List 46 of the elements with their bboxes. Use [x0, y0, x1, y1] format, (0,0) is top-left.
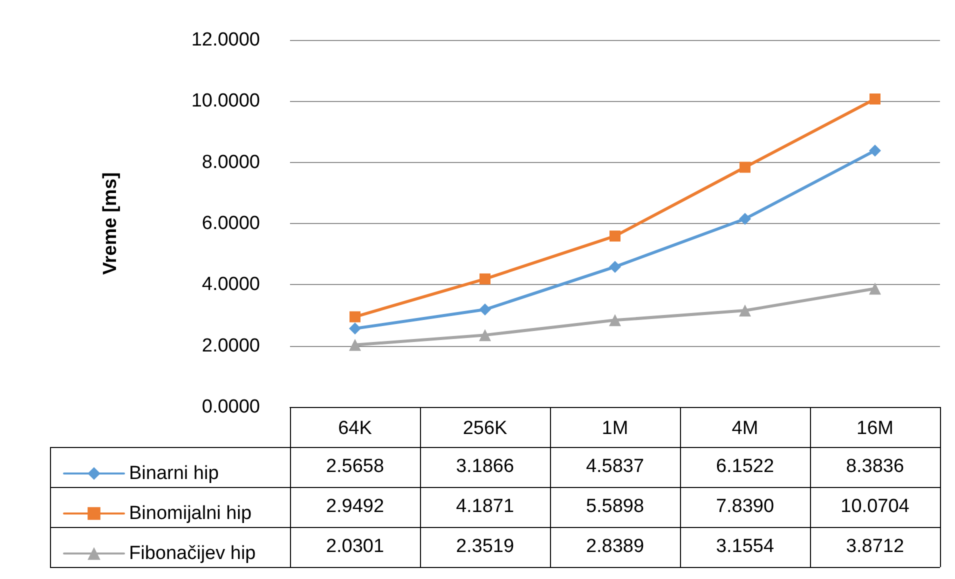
y-axis-title: Vreme [ms] — [100, 172, 121, 275]
point — [610, 230, 620, 242]
data-label: 4.5837 — [584, 455, 646, 479]
point — [349, 338, 361, 351]
data-label: 2.9492 — [324, 495, 386, 519]
data-label: 6.1522 — [714, 455, 776, 479]
x-tick-label: 64K — [338, 418, 372, 439]
point — [349, 322, 361, 335]
data-label: 2.3519 — [454, 535, 516, 559]
x-tick-label: 1M — [602, 418, 628, 439]
data-label: 8.3836 — [844, 455, 906, 479]
x-tick-label: 256K — [462, 418, 508, 439]
point — [739, 304, 751, 316]
point — [739, 212, 751, 225]
point — [350, 311, 360, 322]
data-label: 3.8712 — [844, 535, 906, 559]
y-tick-label: 0.0000 — [202, 396, 260, 418]
point — [869, 282, 881, 295]
point — [479, 304, 491, 316]
y-tick-label: 8.0000 — [202, 152, 260, 173]
data-label: 7.8390 — [714, 495, 776, 519]
y-tick-label: 6.0000 — [202, 213, 260, 234]
point — [480, 273, 490, 284]
data-label: 2.5658 — [324, 455, 386, 479]
y-tick-label: 12.0000 — [191, 30, 260, 50]
y-tick-label: 4.0000 — [202, 274, 260, 296]
x-tick-label: 16M — [856, 418, 894, 439]
point — [479, 329, 491, 342]
data-label: 2.8389 — [584, 535, 646, 559]
legend-label: Binarni hip — [129, 463, 219, 484]
data-label: 5.5898 — [584, 495, 646, 519]
data-label: 10.0704 — [840, 495, 910, 519]
data-label: 2.0301 — [324, 535, 386, 559]
point — [870, 94, 880, 105]
point — [609, 314, 621, 326]
point — [740, 162, 750, 173]
data-label: 3.1866 — [454, 455, 516, 479]
legend-label: Fibonačijev hip — [129, 543, 256, 564]
data-label: 3.1554 — [714, 535, 776, 559]
y-tick-label: 2.0000 — [202, 335, 260, 356]
y-tick-label: 10.0000 — [191, 90, 260, 112]
data-label: 4.1871 — [454, 495, 516, 519]
legend-label: Binomijalni hip — [129, 503, 252, 524]
point — [869, 144, 881, 157]
point — [609, 260, 621, 273]
x-tick-label: 4M — [732, 418, 758, 439]
